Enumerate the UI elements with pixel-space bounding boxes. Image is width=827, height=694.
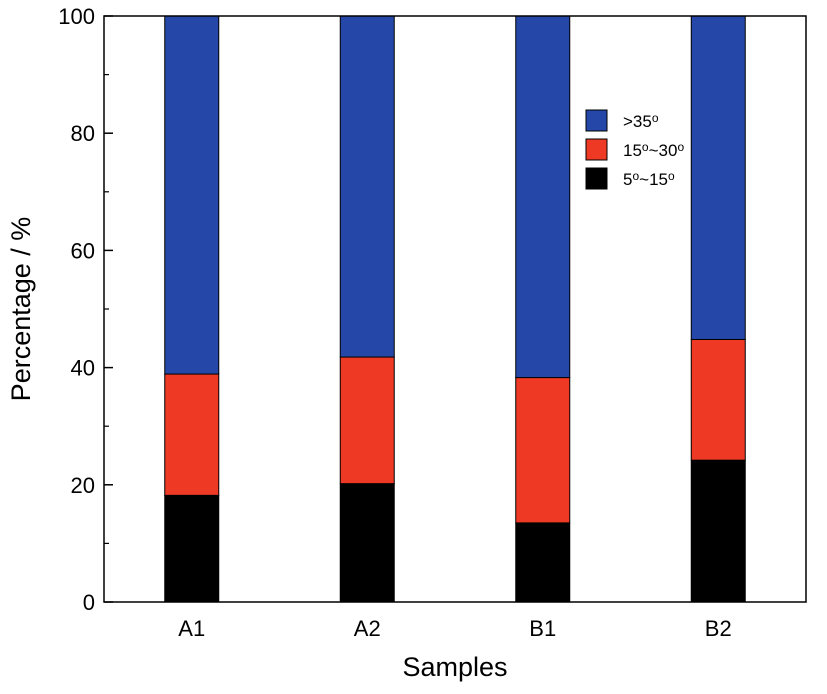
legend-swatch-0 — [585, 167, 608, 190]
legend-swatch-2 — [585, 109, 608, 132]
x-tick-label-A2: A2 — [354, 616, 381, 641]
x-tick-label-A1: A1 — [178, 616, 205, 641]
bar-B1-series-2 — [515, 15, 571, 379]
y-tick-label: 80 — [71, 121, 95, 146]
y-tick-label: 20 — [71, 473, 95, 498]
bar-A2-series-0 — [339, 483, 395, 603]
legend-label-1: 15o~30o — [623, 140, 684, 160]
bar-A2-series-2 — [339, 15, 395, 358]
x-tick-label-B2: B2 — [705, 616, 732, 641]
y-tick-label: 0 — [83, 590, 95, 615]
bar-B2-series-2 — [690, 15, 746, 340]
legend: >35o 15o~30o 5o~15o — [585, 109, 684, 190]
bar-B1-series-1 — [515, 377, 571, 524]
legend-label-0: 5o~15o — [623, 169, 675, 189]
bar-B2-series-1 — [690, 338, 746, 461]
x-axis-title: Samples — [402, 652, 507, 682]
bar-A1-series-1 — [164, 373, 220, 496]
y-axis-title: Percentage / % — [6, 217, 36, 402]
bar-B1-series-0 — [515, 522, 571, 603]
legend-label-2: >35o — [623, 111, 659, 131]
x-tick-label-B1: B1 — [529, 616, 556, 641]
bar-A1-series-0 — [164, 494, 220, 603]
bar-B2-series-0 — [690, 459, 746, 603]
bar-A1-series-2 — [164, 15, 220, 375]
y-tick-label: 60 — [71, 238, 95, 263]
ticks-layer: 0 20 40 60 80 100 A1 A2 B1 B2 — [58, 4, 731, 641]
legend-swatch-1 — [585, 138, 608, 161]
bar-A2-series-1 — [339, 356, 395, 485]
y-tick-label: 100 — [58, 4, 95, 29]
bars-layer — [164, 15, 746, 603]
y-tick-label: 40 — [71, 356, 95, 381]
